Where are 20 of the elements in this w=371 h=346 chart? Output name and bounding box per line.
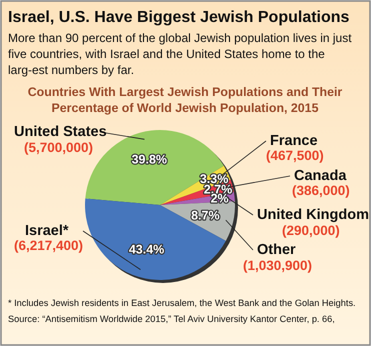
slice-label: France — [270, 133, 318, 149]
slice-label: United Kingdom — [257, 207, 369, 223]
text: Countries With Largest Jewish Populations and Their Percentage of World Jewish Population, 2015 — [28, 85, 342, 115]
data-label: 43.4% — [128, 242, 164, 257]
text: (6,217,400) — [14, 238, 84, 253]
data-label: 39.8% — [132, 152, 168, 167]
chart-title: Israel, U.S. Have Biggest Jewish Populations — [8, 9, 350, 26]
slice-label: Other — [257, 242, 296, 258]
source-note: Source: “Antisemitism Worldwide 2015,” Tel Aviv University Kantor Center, p. 66, — [8, 314, 335, 324]
slice-label: Canada — [294, 168, 348, 184]
chart-subtitle: More than 90 percent of the global Jewish population lives in just five countries, with Israel and the United States home to the larg-est numbers by far. — [8, 31, 352, 77]
text: (290,000) — [282, 223, 340, 238]
text: (5,700,000) — [24, 140, 94, 155]
slice-label: Israel* — [25, 223, 69, 239]
text: * Includes Jewish residents in East Jerusalem, the West Bank and the Golan Heights. — [8, 298, 356, 308]
data-label: 8.7% — [191, 208, 220, 222]
text: (386,000) — [292, 183, 350, 198]
text: (1,030,900) — [243, 258, 312, 273]
slice-label: United States — [14, 124, 107, 140]
text: (467,500) — [266, 148, 324, 163]
